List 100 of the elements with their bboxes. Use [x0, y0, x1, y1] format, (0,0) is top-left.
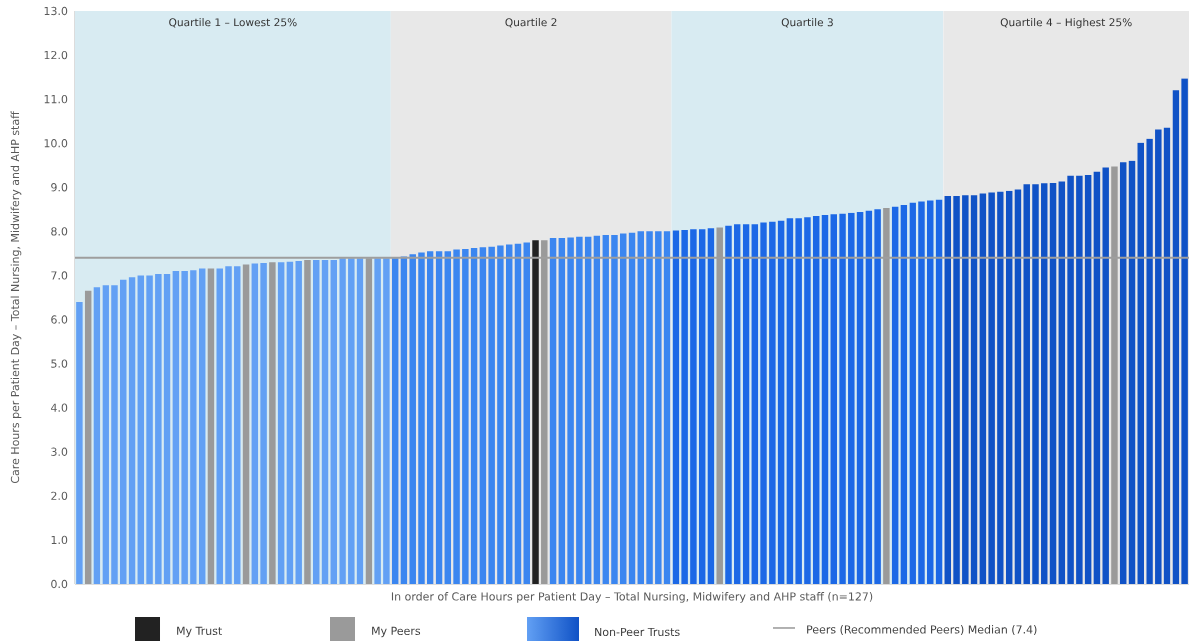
bar [698, 229, 706, 584]
bar [891, 206, 899, 584]
annotation: Quartile 2 [505, 18, 557, 28]
bar [400, 256, 408, 584]
y-tick-label: 11.0 [44, 94, 68, 104]
bar [637, 231, 645, 584]
y-tick-label: 12.0 [44, 50, 68, 60]
x-axis-title: In order of Care Hours per Patient Day – Total Nursing, Midwifery and AHP staff (n=127) [391, 592, 873, 603]
bar [1041, 183, 1048, 584]
bar [584, 236, 592, 584]
legend-label: Non-Peer Trusts [595, 627, 680, 637]
bar [505, 244, 513, 584]
bar [690, 229, 697, 584]
bar [944, 196, 952, 584]
bar [356, 258, 364, 584]
bar [777, 220, 785, 584]
bar [549, 237, 557, 584]
bar [462, 249, 469, 584]
bar [260, 263, 267, 584]
bar [558, 237, 566, 584]
bar [1058, 181, 1066, 584]
y-tick-label: 1.0 [51, 535, 68, 545]
bar [435, 251, 443, 584]
bar [102, 285, 109, 584]
bar [225, 266, 232, 584]
bar [900, 204, 908, 584]
y-tick-label: 2.0 [51, 491, 68, 500]
bar [707, 228, 715, 584]
bar [1119, 162, 1127, 584]
bar [1093, 171, 1101, 584]
bar [1067, 175, 1074, 584]
y-tick-label: 10.0 [44, 139, 68, 148]
y-tick-label: 5.0 [51, 359, 68, 368]
bar [128, 277, 136, 584]
y-axis-title: Care Hours per Patient Day – Total Nursing, Midwifery and AHP staff [10, 111, 22, 484]
bar [330, 260, 338, 584]
y-tick-label: 8.0 [51, 227, 68, 236]
bar [742, 224, 750, 584]
bar [786, 218, 794, 584]
y-tick-label: 13.0 [44, 6, 68, 16]
bar [848, 212, 855, 584]
bar [927, 200, 934, 584]
bar [988, 192, 995, 584]
bar [1155, 129, 1162, 584]
bar [812, 215, 820, 584]
bar [1076, 175, 1083, 584]
bar [839, 213, 846, 584]
y-tick-label: 4.0 [50, 403, 68, 412]
bar [769, 221, 776, 584]
bar [734, 224, 741, 584]
bar [76, 301, 83, 584]
bar [155, 274, 162, 584]
bar [970, 195, 978, 584]
bar [1172, 90, 1180, 584]
y-tick-label: 7.0 [51, 271, 68, 280]
annotation: Quartile 3 [781, 18, 833, 28]
bar [1146, 138, 1153, 584]
bar [602, 234, 609, 584]
bar [181, 271, 188, 584]
bar [593, 235, 601, 584]
bar [93, 287, 101, 584]
bar [383, 258, 390, 584]
bar [611, 234, 618, 584]
bar [874, 209, 881, 584]
bar [444, 251, 452, 584]
bar [312, 260, 320, 584]
bar [628, 232, 636, 584]
bar [804, 217, 811, 584]
bar [751, 224, 759, 584]
bar [760, 222, 767, 584]
bar [663, 231, 671, 584]
bar [470, 248, 478, 584]
bar [619, 233, 627, 584]
bar [234, 266, 241, 584]
bar [251, 263, 259, 584]
legend-label: Peers (Recommended Peers) Median (7.4) [807, 625, 1037, 635]
bar [532, 240, 539, 584]
bar [1102, 167, 1109, 584]
bar [523, 242, 530, 584]
bar [348, 258, 355, 584]
bar [111, 285, 118, 584]
bar [646, 231, 653, 584]
bar [1032, 184, 1039, 584]
bar [409, 254, 416, 584]
annotation: Quartile 4 – Highest 25% [1000, 18, 1132, 29]
bar [295, 260, 302, 584]
bar [514, 243, 522, 584]
bar [1128, 160, 1136, 584]
bar [277, 262, 285, 584]
bar [198, 268, 206, 584]
bar [830, 214, 837, 584]
bar [137, 275, 145, 584]
y-tick-label: 9.0 [51, 183, 68, 192]
bar [979, 193, 987, 584]
bar [953, 196, 960, 584]
bar [488, 246, 495, 584]
bar [479, 247, 487, 584]
bar [120, 279, 127, 584]
bar [795, 218, 802, 584]
bar [146, 275, 153, 584]
